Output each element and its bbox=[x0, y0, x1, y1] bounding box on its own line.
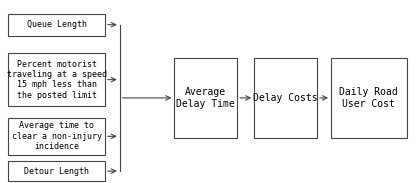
Bar bbox=[8, 118, 105, 155]
Bar bbox=[174, 58, 237, 138]
Bar bbox=[8, 14, 105, 36]
Bar bbox=[254, 58, 317, 138]
Text: Average time to
clear a non-injury
incidence: Average time to clear a non-injury incid… bbox=[12, 122, 102, 151]
Text: Delay Costs: Delay Costs bbox=[253, 93, 318, 103]
Text: Daily Road
User Cost: Daily Road User Cost bbox=[339, 87, 398, 109]
Bar bbox=[331, 58, 407, 138]
Text: Average
Delay Time: Average Delay Time bbox=[176, 87, 235, 109]
Bar bbox=[8, 161, 105, 181]
Text: Detour Length: Detour Length bbox=[24, 167, 89, 176]
Bar bbox=[8, 53, 105, 106]
Text: Percent motorist
traveling at a speed
15 mph less than
the posted limit: Percent motorist traveling at a speed 15… bbox=[7, 59, 107, 100]
Text: Queue Length: Queue Length bbox=[27, 20, 87, 29]
